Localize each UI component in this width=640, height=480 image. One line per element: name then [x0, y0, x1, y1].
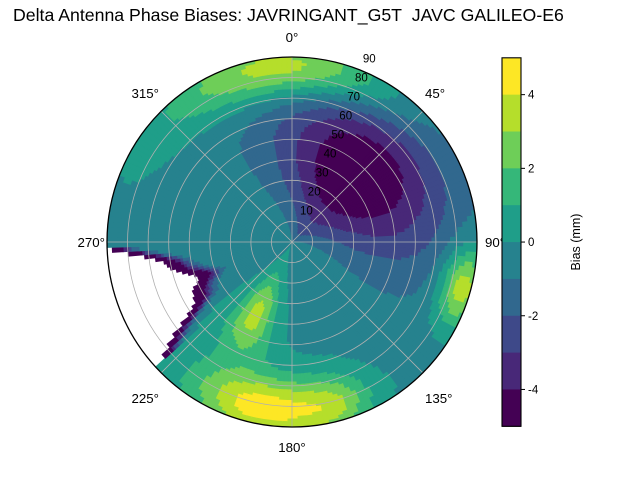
svg-text:0°: 0° [286, 30, 299, 45]
svg-text:45°: 45° [425, 86, 445, 101]
svg-text:50: 50 [331, 130, 344, 142]
svg-text:-2: -2 [528, 311, 538, 323]
svg-text:60: 60 [339, 111, 352, 123]
svg-text:70: 70 [347, 92, 360, 104]
svg-text:2: 2 [528, 163, 534, 175]
svg-text:270°: 270° [77, 235, 105, 250]
svg-text:-4: -4 [528, 385, 539, 397]
svg-text:Bias (mm): Bias (mm) [569, 214, 583, 271]
svg-text:20: 20 [308, 187, 321, 199]
svg-text:Delta Antenna Phase Biases: JA: Delta Antenna Phase Biases: JAVRINGANT_G… [13, 5, 564, 26]
svg-text:40: 40 [324, 149, 337, 161]
svg-text:315°: 315° [131, 86, 159, 101]
svg-text:180°: 180° [278, 440, 306, 455]
svg-text:225°: 225° [131, 391, 159, 406]
svg-text:4: 4 [528, 90, 535, 102]
svg-text:90: 90 [363, 54, 376, 66]
svg-text:10: 10 [300, 206, 313, 218]
svg-text:135°: 135° [425, 391, 453, 406]
svg-text:80: 80 [355, 73, 368, 85]
svg-text:0: 0 [528, 237, 534, 249]
svg-text:30: 30 [316, 168, 329, 180]
